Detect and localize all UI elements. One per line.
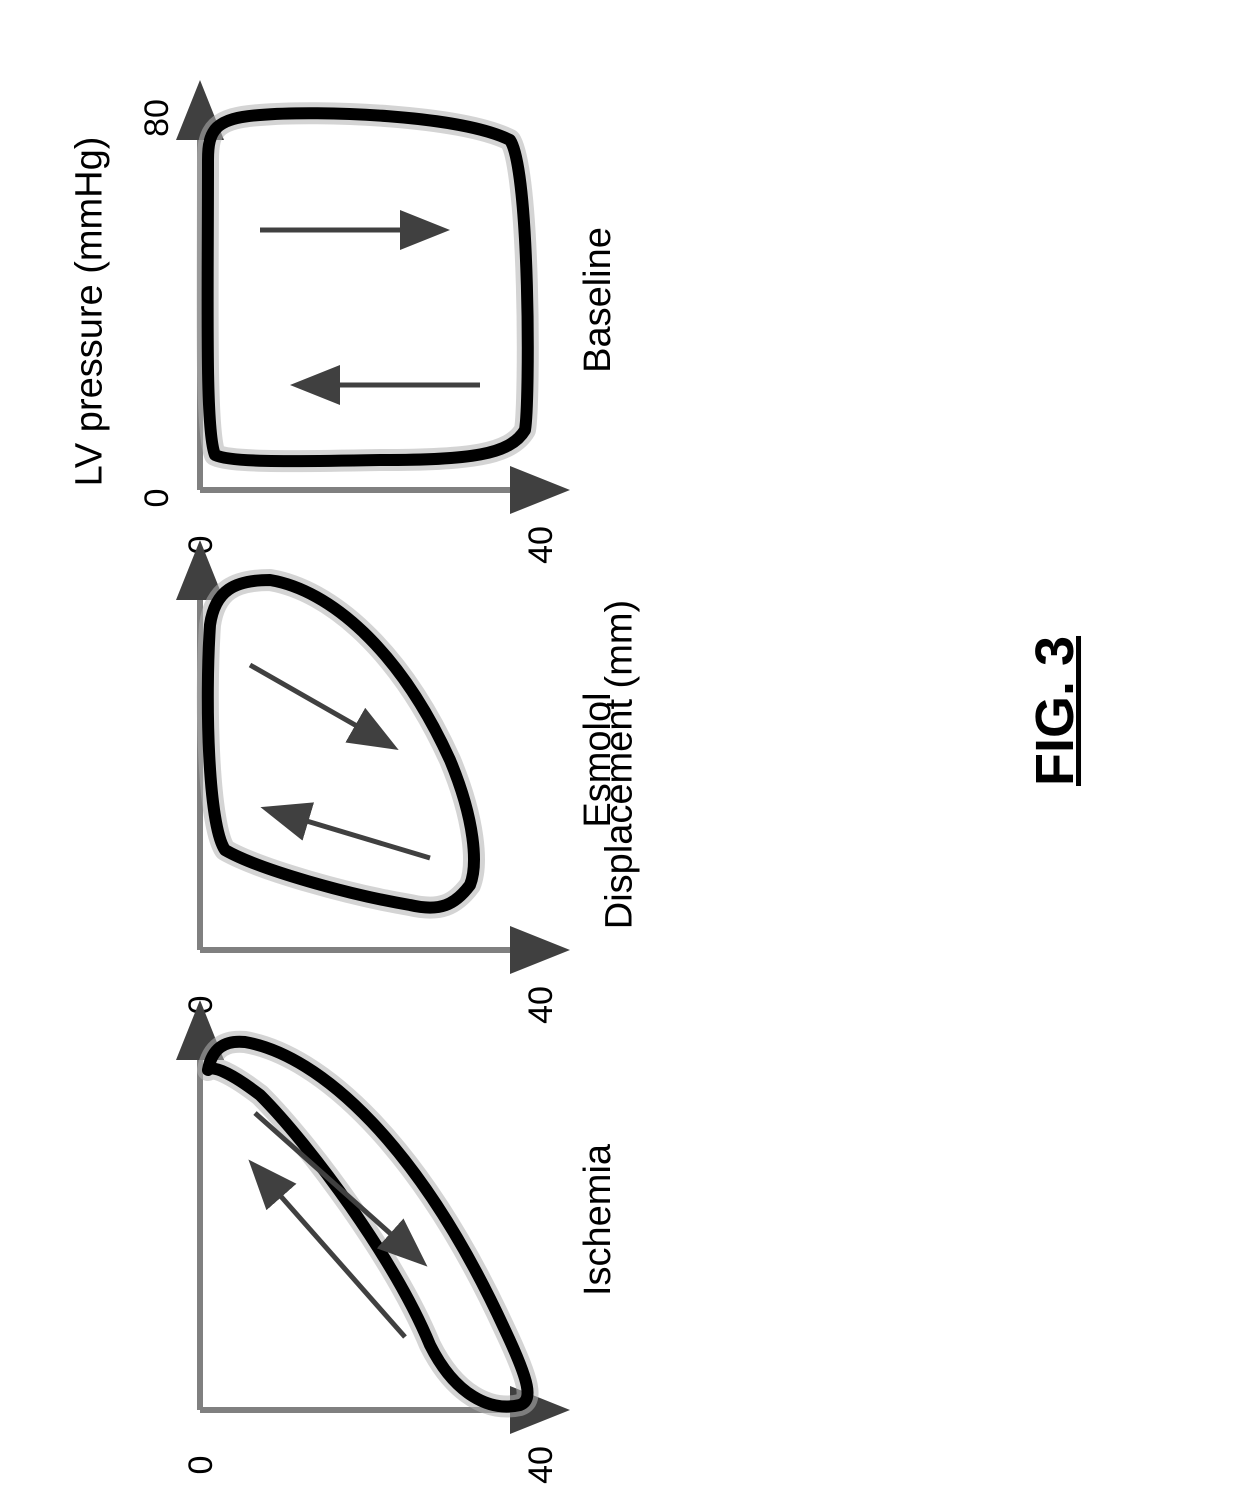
y-tick-label: 80 (138, 99, 176, 137)
panel-title: Baseline (577, 227, 619, 373)
x-tick-label: 0 (182, 996, 220, 1015)
x-tick-label: 0 (182, 1456, 220, 1475)
panel-title: Esmolol (577, 692, 619, 827)
pv-loop (208, 1042, 528, 1407)
pv-loop-halo (208, 113, 528, 461)
y-tick-label: 0 (138, 489, 176, 508)
x-tick-label: 0 (182, 536, 220, 555)
pv-loop (208, 113, 528, 461)
direction-arrow (250, 665, 390, 745)
panel-title: Ischemia (577, 1143, 619, 1296)
chart-canvas: Baseline 0 40 0 80 Esmolol 0 40 Ischemia 0 40 (0, 0, 1240, 1494)
direction-arrow (270, 810, 430, 858)
x-tick-label: 40 (522, 1446, 560, 1484)
x-tick-label: 40 (522, 986, 560, 1024)
x-tick-label: 40 (522, 526, 560, 564)
